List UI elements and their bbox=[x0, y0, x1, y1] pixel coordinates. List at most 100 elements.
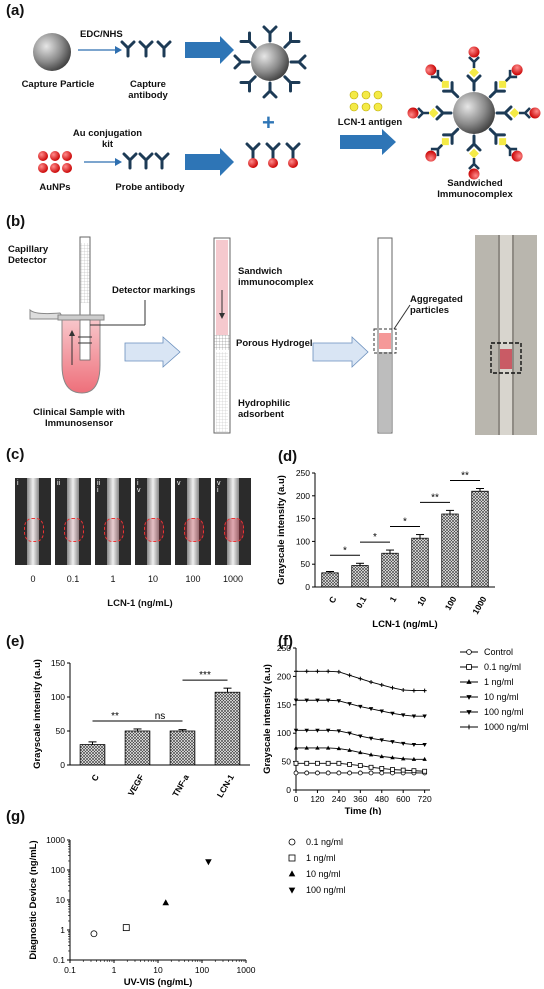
data-point bbox=[379, 709, 384, 714]
legend-marker bbox=[466, 679, 472, 684]
capillary-image-0.1: ii bbox=[55, 478, 91, 565]
x-tick-label: 0 bbox=[294, 794, 299, 804]
y-tick-label: 200 bbox=[296, 491, 310, 501]
data-point bbox=[336, 699, 342, 704]
chart-e: 0 50 100 150 C VEGF TNF-a LCN-1 ** ns *** Grayscale… bbox=[32, 658, 250, 799]
data-point bbox=[368, 707, 374, 712]
significance-mark: ** bbox=[461, 471, 469, 482]
y-tick-label: 100 bbox=[51, 692, 65, 702]
y-axis-title: Grayscale intensity (a.u) bbox=[262, 664, 273, 774]
legend-label: 100 ng/ml bbox=[306, 885, 346, 895]
aunps-label: AuNPs bbox=[39, 182, 71, 193]
y-tick-label: 150 bbox=[296, 514, 310, 524]
x-axis-title: UV-VIS (ng/mL) bbox=[124, 977, 193, 988]
y-tick-label: 250 bbox=[296, 468, 310, 478]
significance-mark: * bbox=[343, 545, 347, 556]
bar-1000 bbox=[471, 490, 489, 588]
data-point bbox=[326, 669, 331, 674]
x-axis-title: Time (h) bbox=[345, 806, 382, 815]
data-point bbox=[315, 745, 320, 750]
legend-marker bbox=[466, 695, 472, 700]
data-point bbox=[347, 770, 352, 776]
panel-c-xlabel: LCN-1 (ng/mL) bbox=[107, 598, 173, 609]
y-tick-label: 0.1 bbox=[53, 955, 65, 965]
legend-label: 0.1 ng/ml bbox=[306, 837, 343, 847]
data-point bbox=[315, 728, 320, 733]
data-point bbox=[390, 755, 395, 760]
legend-label: 100 ng/ml bbox=[484, 707, 524, 717]
data-point bbox=[401, 756, 406, 761]
concentration-label: 1000 bbox=[222, 574, 244, 584]
antibody-coated-particle-icon bbox=[233, 25, 307, 99]
legend-marker bbox=[466, 724, 472, 730]
y-tick-label: 100 bbox=[296, 536, 310, 546]
significance-mark: ns bbox=[155, 711, 166, 722]
significance-mark: ** bbox=[431, 492, 439, 503]
x-tick-label: VEGF bbox=[126, 773, 146, 798]
bar-C bbox=[321, 572, 339, 588]
data-point bbox=[379, 754, 384, 759]
data-point bbox=[390, 740, 395, 745]
x-tick-label: C bbox=[327, 595, 339, 605]
image-numeral: v i bbox=[217, 480, 221, 494]
data-point bbox=[304, 760, 310, 766]
data-point bbox=[336, 746, 342, 751]
x-tick-label: 0.1 bbox=[64, 965, 76, 975]
x-tick-label: C bbox=[89, 773, 101, 783]
sandwich-immunocomplex-label: Sandwich immunocomplex bbox=[238, 266, 314, 288]
legend-label: 10 ng/ml bbox=[306, 869, 341, 879]
data-point bbox=[379, 766, 385, 771]
data-point bbox=[368, 770, 374, 776]
x-tick-label: 360 bbox=[353, 794, 367, 804]
significance-mark: *** bbox=[199, 670, 211, 681]
bar-C bbox=[79, 744, 106, 766]
arrow-icon bbox=[124, 336, 181, 368]
y-tick-label: 0 bbox=[305, 582, 310, 592]
data-point bbox=[336, 770, 342, 776]
data-point bbox=[358, 734, 363, 739]
image-numeral: ii bbox=[57, 480, 61, 487]
data-point bbox=[293, 760, 299, 766]
capillary-image-0: i bbox=[15, 478, 51, 565]
bar-LCN-1 bbox=[214, 691, 241, 766]
data-point bbox=[379, 682, 384, 687]
data-point bbox=[347, 673, 352, 678]
y-tick-label: 0 bbox=[286, 785, 291, 795]
data-point bbox=[411, 688, 416, 693]
gold-labelled-antibody-icon bbox=[245, 142, 301, 168]
data-point bbox=[293, 745, 299, 750]
capillary-image-1: ii i bbox=[95, 478, 131, 565]
y-axis-title: Diagnostic Device (ng/mL) bbox=[28, 840, 39, 959]
data-point bbox=[325, 698, 331, 703]
legend-marker bbox=[466, 710, 472, 715]
image-numeral: v bbox=[177, 480, 181, 487]
x-tick-label: 1 bbox=[112, 965, 117, 975]
x-tick-label: 600 bbox=[396, 794, 410, 804]
data-point bbox=[357, 770, 363, 776]
data-point bbox=[347, 762, 352, 767]
porous-hydrogel-label: Porous Hydrogel bbox=[236, 338, 313, 349]
y-tick-label: 10 bbox=[56, 895, 66, 905]
y-tick-label: 200 bbox=[277, 671, 291, 681]
data-point bbox=[358, 676, 363, 681]
panel-d-label: (d) bbox=[278, 448, 298, 465]
data-point bbox=[347, 747, 352, 752]
data-point bbox=[325, 745, 331, 750]
data-point bbox=[358, 704, 363, 709]
x-tick-label: 1 bbox=[387, 594, 398, 603]
data-point bbox=[411, 742, 417, 747]
y-tick-label: 1000 bbox=[46, 835, 65, 845]
probe-antibody-label: Probe antibody bbox=[115, 182, 185, 193]
arrow-icon bbox=[340, 129, 396, 155]
data-point bbox=[379, 770, 385, 776]
capillary-image-100: v bbox=[175, 478, 211, 565]
data-point bbox=[304, 728, 309, 733]
data-point bbox=[304, 770, 310, 776]
legend-marker bbox=[466, 664, 472, 670]
detector-markings-label: Detector markings bbox=[112, 285, 196, 296]
legend-marker bbox=[288, 870, 296, 877]
data-point bbox=[336, 760, 342, 766]
capture-particle-icon bbox=[33, 33, 71, 71]
y-tick-label: 50 bbox=[301, 559, 311, 569]
arrow-icon bbox=[312, 336, 369, 368]
